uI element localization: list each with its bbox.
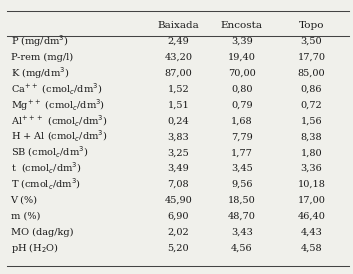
- Text: pH (H$_2$O): pH (H$_2$O): [11, 241, 59, 255]
- Text: 0,72: 0,72: [301, 101, 322, 109]
- Text: 0,24: 0,24: [167, 116, 189, 125]
- Text: 87,00: 87,00: [164, 68, 192, 78]
- Text: 2,02: 2,02: [167, 228, 189, 237]
- Text: 17,70: 17,70: [298, 53, 325, 62]
- Text: K (mg/dm$^3$): K (mg/dm$^3$): [11, 65, 69, 81]
- Text: Al$^{+++}$ (cmol$_c$/dm$^3$): Al$^{+++}$ (cmol$_c$/dm$^3$): [11, 113, 107, 129]
- Text: 1,56: 1,56: [301, 116, 322, 125]
- Text: 48,70: 48,70: [228, 212, 256, 221]
- Text: MO (dag/kg): MO (dag/kg): [11, 228, 73, 237]
- Text: 3,36: 3,36: [301, 164, 322, 173]
- Text: 1,80: 1,80: [301, 148, 322, 157]
- Text: t  (cmol$_c$/dm$^3$): t (cmol$_c$/dm$^3$): [11, 161, 81, 176]
- Text: 3,43: 3,43: [231, 228, 253, 237]
- Text: 2,49: 2,49: [167, 37, 189, 46]
- Text: 1,52: 1,52: [167, 84, 189, 93]
- Text: 3,50: 3,50: [301, 37, 322, 46]
- Text: 9,56: 9,56: [231, 180, 252, 189]
- Text: 17,00: 17,00: [298, 196, 325, 205]
- Text: 3,83: 3,83: [167, 132, 189, 141]
- Text: P (mg/dm$^3$): P (mg/dm$^3$): [11, 33, 68, 49]
- Text: 3,49: 3,49: [167, 164, 189, 173]
- Text: 8,38: 8,38: [301, 132, 322, 141]
- Text: 19,40: 19,40: [228, 53, 256, 62]
- Text: 43,20: 43,20: [164, 53, 192, 62]
- Text: Ca$^{++}$ (cmol$_c$/dm$^3$): Ca$^{++}$ (cmol$_c$/dm$^3$): [11, 81, 102, 97]
- Text: Baixada: Baixada: [157, 21, 199, 30]
- Text: 6,90: 6,90: [168, 212, 189, 221]
- Text: Encosta: Encosta: [221, 21, 263, 30]
- Text: 0,80: 0,80: [231, 84, 252, 93]
- Text: 4,58: 4,58: [301, 244, 322, 253]
- Text: m (%): m (%): [11, 212, 40, 221]
- Text: Mg$^{++}$ (cmol$_c$/dm$^3$): Mg$^{++}$ (cmol$_c$/dm$^3$): [11, 97, 105, 113]
- Text: 1,51: 1,51: [167, 101, 189, 109]
- Text: 0,86: 0,86: [301, 84, 322, 93]
- Text: 7,08: 7,08: [167, 180, 189, 189]
- Text: 45,90: 45,90: [164, 196, 192, 205]
- Text: 85,00: 85,00: [298, 68, 325, 78]
- Text: P-rem (mg/l): P-rem (mg/l): [11, 53, 73, 62]
- Text: 7,79: 7,79: [231, 132, 253, 141]
- Text: 70,00: 70,00: [228, 68, 256, 78]
- Text: 3,25: 3,25: [167, 148, 189, 157]
- Text: 3,39: 3,39: [231, 37, 253, 46]
- Text: 4,56: 4,56: [231, 244, 253, 253]
- Text: T (cmol$_c$/dm$^3$): T (cmol$_c$/dm$^3$): [11, 177, 80, 192]
- Text: V (%): V (%): [11, 196, 37, 205]
- Text: SB (cmol$_c$/dm$^3$): SB (cmol$_c$/dm$^3$): [11, 145, 88, 160]
- Text: H + Al (cmol$_c$/dm$^3$): H + Al (cmol$_c$/dm$^3$): [11, 129, 107, 144]
- Text: 46,40: 46,40: [298, 212, 325, 221]
- Text: Topo: Topo: [299, 21, 324, 30]
- Text: 0,79: 0,79: [231, 101, 253, 109]
- Text: 18,50: 18,50: [228, 196, 256, 205]
- Text: 3,45: 3,45: [231, 164, 253, 173]
- Text: 1,68: 1,68: [231, 116, 253, 125]
- Text: 10,18: 10,18: [298, 180, 325, 189]
- Text: 1,77: 1,77: [231, 148, 253, 157]
- Text: 5,20: 5,20: [167, 244, 189, 253]
- Text: 4,43: 4,43: [301, 228, 322, 237]
